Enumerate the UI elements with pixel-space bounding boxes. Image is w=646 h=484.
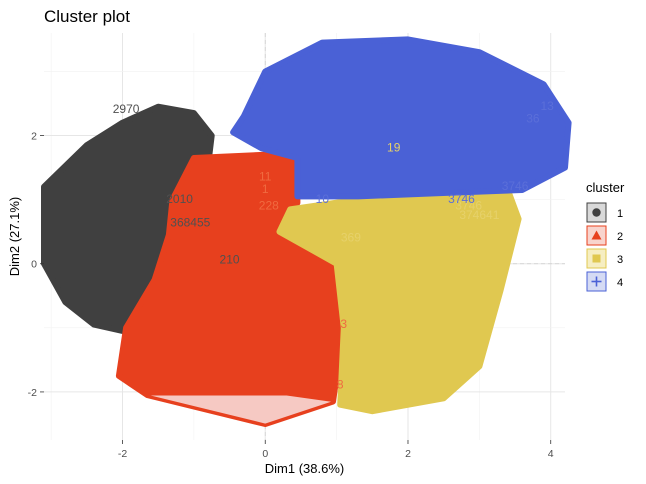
x-tick-label: -2: [118, 448, 127, 460]
legend-marker-circle: [592, 208, 601, 217]
x-axis-title: Dim1 (38.6%): [265, 461, 344, 476]
point-label: 374641: [459, 208, 499, 222]
legend-label-2: 2: [617, 231, 623, 243]
point-label: 19: [387, 141, 401, 155]
point-label: 11: [259, 169, 272, 183]
legend-entry-1: 1: [586, 202, 623, 223]
legend-label-1: 1: [617, 208, 623, 220]
point-label: 8: [337, 378, 344, 392]
legend-marker-square: [592, 254, 601, 263]
y-tick-label: 0: [31, 259, 37, 271]
point-label: 3: [340, 317, 347, 331]
y-tick-label: 2: [31, 131, 37, 143]
point-label: 2010: [166, 192, 193, 206]
x-tick-label: 4: [548, 448, 554, 460]
point-label: 228: [259, 198, 279, 212]
point-label: 13: [540, 99, 554, 113]
point-label: 36: [526, 112, 540, 126]
legend: cluster 1 2 3 4: [586, 180, 625, 292]
legend-entry-2: 2: [586, 225, 623, 246]
point-label: 210: [220, 253, 240, 267]
point-label: 3746: [502, 179, 529, 193]
chart-title: Cluster plot: [44, 7, 130, 26]
cluster-hulls: [41, 36, 572, 427]
x-tick-label: 0: [262, 448, 268, 460]
point-label: 1: [262, 182, 269, 196]
point-label: 368455: [170, 216, 210, 230]
legend-marker-triangle: [591, 230, 602, 240]
x-tick-label: 2: [405, 448, 411, 460]
point-labels: 3684552010297021022811138374637464136919…: [113, 99, 554, 392]
legend-label-4: 4: [617, 277, 623, 289]
axes: -2 0 2 4 -2 0 2: [28, 131, 554, 460]
legend-entry-3: 3: [586, 248, 623, 269]
y-axis-title: Dim2 (27.1%): [7, 197, 22, 276]
point-label: 3746: [448, 192, 475, 206]
point-label: 3746: [455, 198, 482, 212]
legend-label-3: 3: [617, 254, 623, 266]
legend-title: cluster: [586, 180, 625, 195]
cluster-hull-4: [230, 36, 572, 200]
point-label: 2970: [113, 102, 140, 116]
point-label: 10: [316, 192, 330, 206]
y-tick-label: -2: [28, 387, 37, 399]
legend-entry-4: 4: [586, 271, 623, 292]
cluster-2-hull-edge: [147, 394, 334, 425]
point-label: 369: [341, 230, 361, 244]
